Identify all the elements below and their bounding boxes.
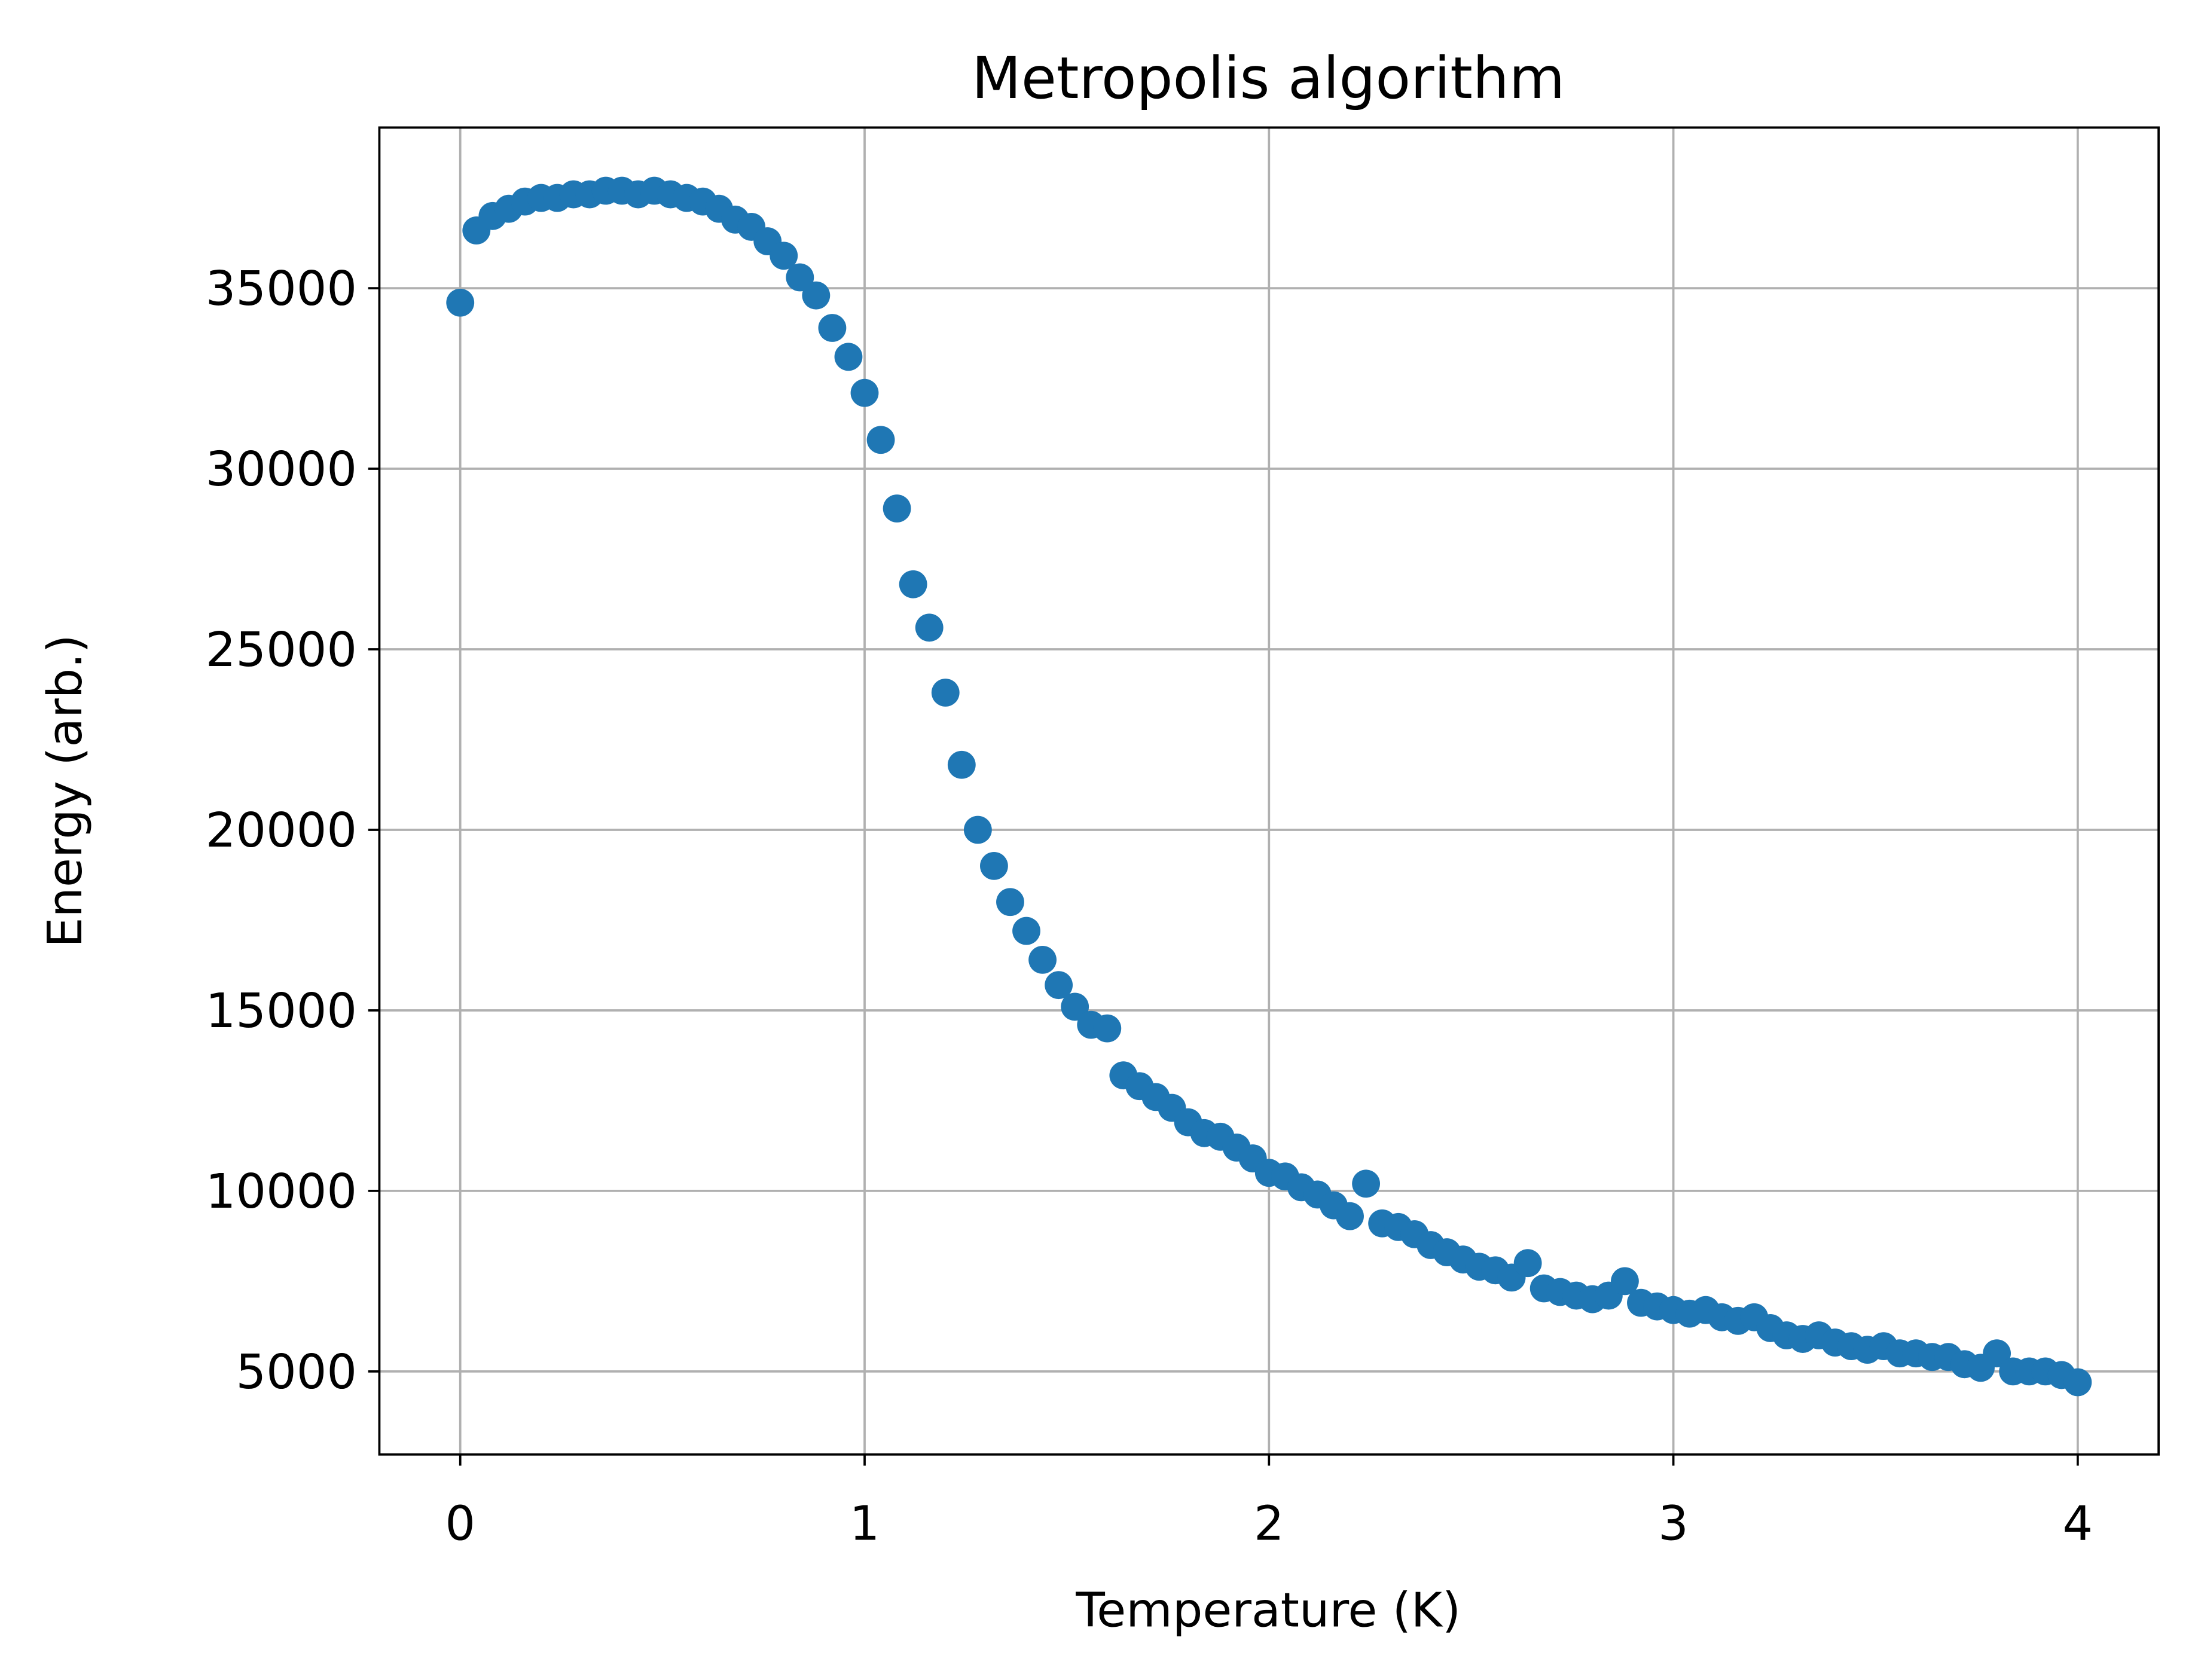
point xyxy=(899,570,927,598)
point xyxy=(802,281,831,310)
chart-title: Metropolis algorithm xyxy=(972,45,1565,112)
points xyxy=(446,176,2092,1397)
point xyxy=(1983,1339,2011,1368)
point xyxy=(1061,992,1089,1021)
point xyxy=(1028,945,1057,974)
point xyxy=(963,815,992,844)
point xyxy=(850,378,879,407)
x-tick-label: 3 xyxy=(1658,1496,1689,1551)
point xyxy=(770,242,798,270)
y-tick-label: 35000 xyxy=(206,261,357,316)
grid xyxy=(379,127,2159,1455)
x-tick-label: 4 xyxy=(2063,1496,2093,1551)
y-tick-label: 25000 xyxy=(206,622,357,677)
y-tick-label: 15000 xyxy=(206,983,357,1038)
y-axis-label: Energy (arb.) xyxy=(37,634,93,947)
point xyxy=(1352,1169,1381,1198)
point xyxy=(996,888,1024,917)
y-tick-label: 30000 xyxy=(206,441,357,497)
x-tick-label: 1 xyxy=(850,1496,880,1551)
y-tick-label: 5000 xyxy=(236,1344,357,1400)
point xyxy=(818,314,847,342)
ticks: 0 1 2 3 4 5000 10000 15000 20000 25000 30000 35000 xyxy=(206,261,2093,1551)
point xyxy=(980,851,1008,880)
point xyxy=(1012,917,1040,945)
x-tick-label: 0 xyxy=(445,1496,475,1551)
point xyxy=(1045,971,1073,1000)
point xyxy=(866,426,895,454)
point xyxy=(786,263,814,292)
point xyxy=(947,750,976,779)
point xyxy=(2063,1368,2092,1397)
point xyxy=(1513,1249,1542,1278)
x-axis-label: Temperature (K) xyxy=(1075,1583,1461,1638)
point xyxy=(834,343,863,371)
y-tick-label: 10000 xyxy=(206,1163,357,1219)
point xyxy=(1611,1267,1639,1296)
point xyxy=(915,613,944,642)
point xyxy=(1093,1014,1122,1043)
point xyxy=(446,288,475,317)
point xyxy=(1336,1202,1364,1230)
point xyxy=(931,679,960,707)
x-tick-label: 2 xyxy=(1254,1496,1284,1551)
point xyxy=(883,494,911,523)
y-tick-label: 20000 xyxy=(206,802,357,858)
